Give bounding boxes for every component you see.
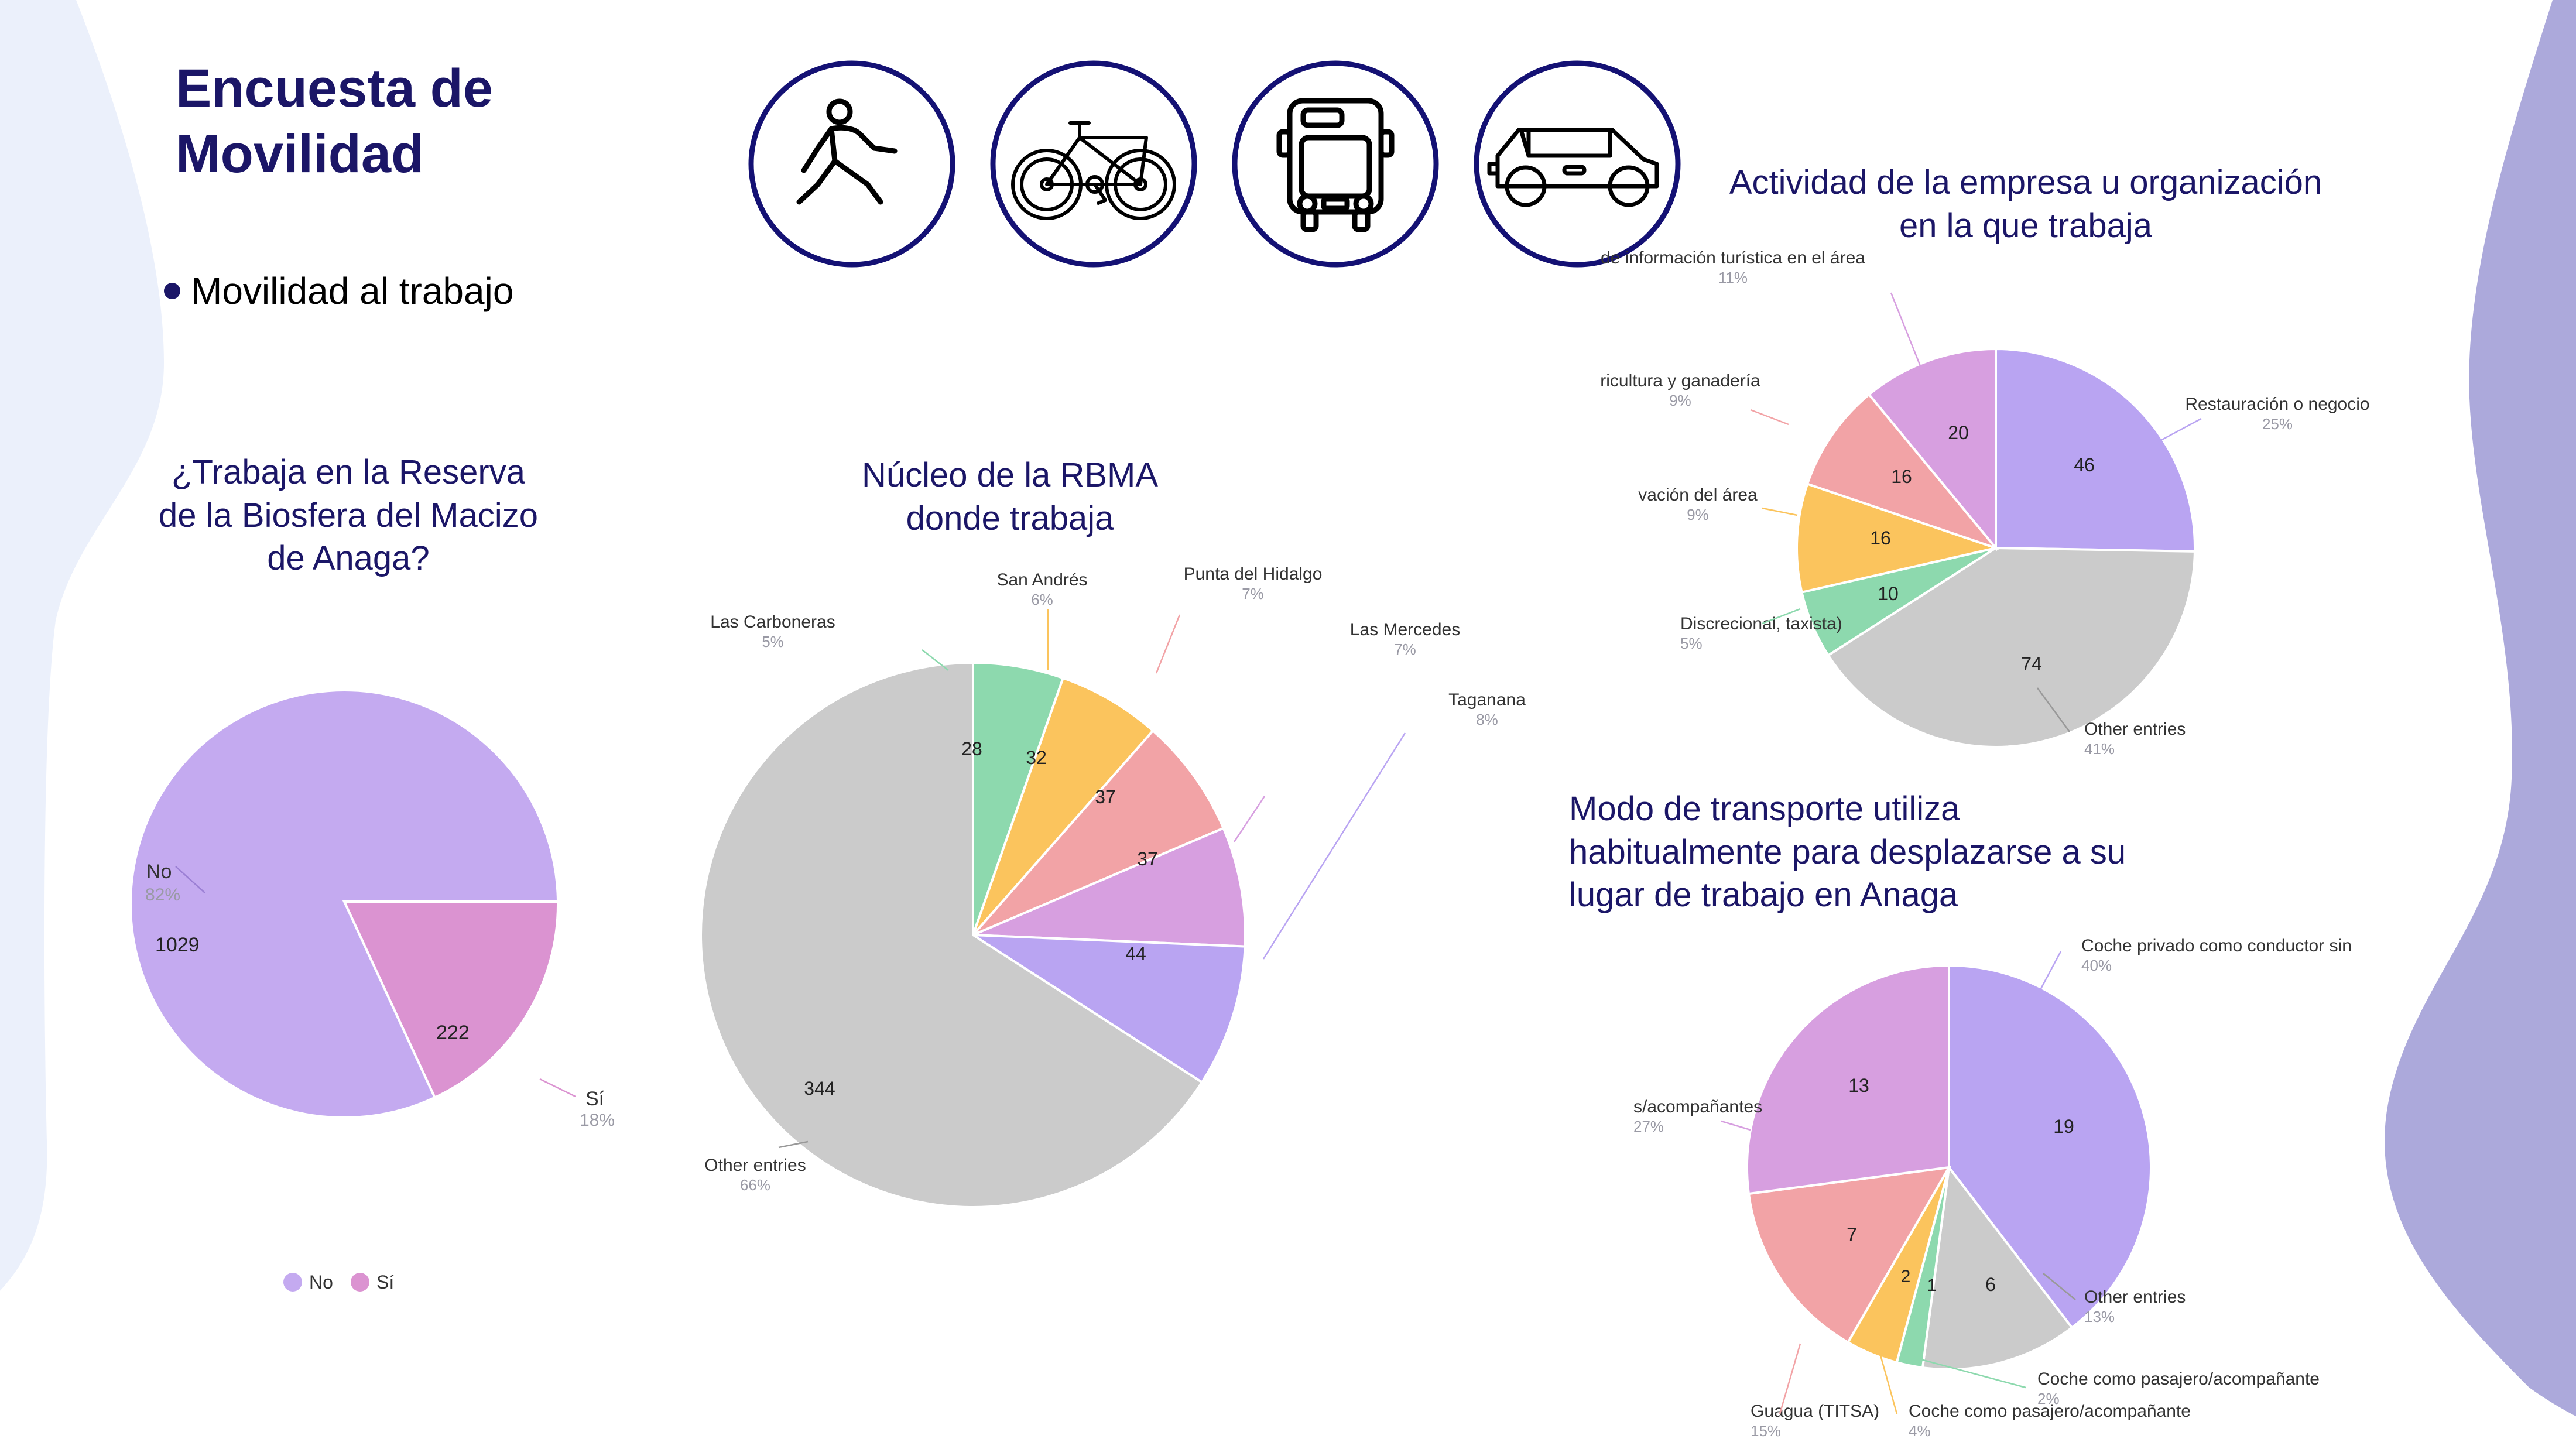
- svg-text:19: 19: [2053, 1116, 2074, 1137]
- svg-text:Coche privado como conductor s: Coche privado como conductor sin: [2081, 936, 2352, 955]
- svg-text:15%: 15%: [1751, 1422, 1781, 1440]
- svg-text:Coche como pasajero/acompañant: Coche como pasajero/acompañante: [2037, 1369, 2320, 1389]
- svg-text:13%: 13%: [2084, 1308, 2115, 1325]
- svg-text:7: 7: [1847, 1224, 1857, 1245]
- svg-text:27%: 27%: [1633, 1118, 1664, 1135]
- svg-text:6: 6: [1985, 1274, 1996, 1295]
- svg-text:Guagua (TITSA): Guagua (TITSA): [1751, 1402, 1879, 1421]
- svg-text:1: 1: [1927, 1276, 1937, 1295]
- svg-text:s/acompañantes: s/acompañantes: [1633, 1097, 1762, 1116]
- svg-text:4%: 4%: [1909, 1422, 1931, 1440]
- svg-text:Coche como pasajero/acompañant: Coche como pasajero/acompañante: [1909, 1402, 2191, 1421]
- svg-text:13: 13: [1848, 1075, 1869, 1096]
- svg-text:Other entries: Other entries: [2084, 1287, 2186, 1307]
- svg-text:2: 2: [1901, 1267, 1911, 1286]
- svg-text:40%: 40%: [2081, 957, 2112, 974]
